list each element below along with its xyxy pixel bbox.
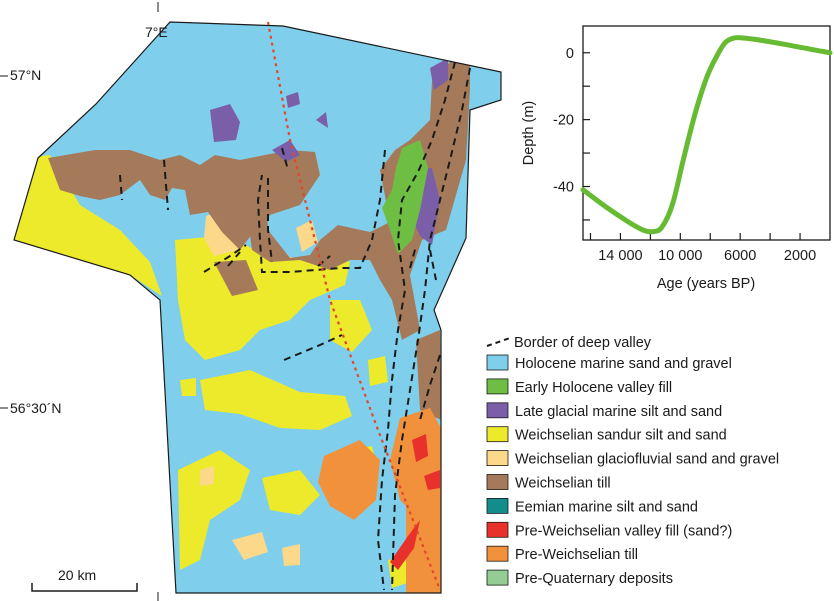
map-outline — [13, 21, 502, 594]
x-tick-label: 2000 — [784, 248, 816, 264]
legend-swatch — [486, 450, 509, 467]
legend-label: Holocene marine sand and gravel — [515, 356, 732, 372]
late-glacial-areas — [210, 58, 448, 245]
chart-ticks: 14 000 10 000 6000 2000 0 -20 -40 — [553, 46, 816, 264]
legend-swatch — [486, 497, 509, 514]
legend-label: Pre-Weichselian valley fill (sand?) — [515, 523, 732, 539]
legend-label: Pre-Quaternary deposits — [515, 571, 673, 587]
sea-level-chart: 14 000 10 000 6000 2000 0 -20 -40 Depth (m) Ag… — [521, 25, 833, 292]
geology-map: 7°E 57°N 56°30´N 20 km — [0, 2, 502, 601]
scale-bar-label: 20 km — [58, 567, 96, 583]
chart-xlabel: Age (years BP) — [657, 276, 755, 292]
legend: Border of deep valley Holocene marine sa… — [486, 335, 779, 587]
legend-label: Weichselian glaciofluvial sand and grave… — [515, 452, 779, 468]
legend-item: Holocene marine sand and gravel — [486, 354, 732, 372]
latitude-label-56-30n: 56°30´N — [10, 400, 62, 416]
legend-swatch — [486, 545, 509, 562]
legend-item: Weichselian sandur silt and sand — [486, 426, 727, 444]
y-tick-label: -40 — [553, 180, 574, 196]
early-holocene-valley-fill — [382, 140, 428, 254]
latitude-label-57n: 57°N — [10, 67, 41, 83]
legend-label: Late glacial marine silt and sand — [515, 404, 722, 420]
legend-label: Eemian marine silt and sand — [515, 499, 698, 515]
legend-label: Weichselian till — [515, 476, 611, 492]
legend-item: Weichselian glaciofluvial sand and grave… — [486, 450, 779, 468]
legend-swatch — [486, 474, 509, 490]
legend-item: Pre-Weichselian valley fill (sand?) — [486, 521, 732, 539]
legend-item: Eemian marine silt and sand — [486, 497, 698, 515]
graticule-ticks — [0, 2, 159, 601]
legend-label: Weichselian sandur silt and sand — [515, 428, 727, 444]
legend-item-valley-border: Border of deep valley — [486, 335, 652, 351]
legend-swatch — [486, 426, 509, 443]
pre-weichselian-valley-fill-areas — [390, 434, 440, 570]
legend-label: Early Holocene valley fill — [515, 380, 672, 396]
legend-swatch — [486, 521, 509, 538]
legend-item: Late glacial marine silt and sand — [486, 402, 722, 420]
scale-bar: 20 km — [31, 567, 138, 592]
valley-borders — [119, 61, 471, 591]
legend-item: Pre-Weichselian till — [486, 545, 638, 563]
x-tick-label: 6000 — [724, 248, 756, 264]
sea-level-curve — [580, 35, 833, 235]
legend-swatch — [486, 354, 509, 371]
legend-swatch — [486, 402, 509, 419]
chart-ylabel: Depth (m) — [521, 101, 537, 165]
legend-swatch — [486, 378, 509, 395]
legend-item: Weichselian till — [486, 474, 611, 492]
legend-swatch — [486, 569, 509, 586]
legend-item: Pre-Quaternary deposits — [486, 569, 673, 587]
legend-label-valley-border: Border of deep valley — [514, 335, 652, 351]
legend-item: Early Holocene valley fill — [486, 378, 672, 396]
chart-frame — [582, 25, 831, 241]
y-tick-label: -20 — [553, 113, 574, 129]
x-tick-label: 14 000 — [598, 248, 642, 264]
y-tick-label: 0 — [566, 46, 574, 62]
x-tick-label: 10 000 — [658, 248, 702, 264]
longitude-label: 7°E — [145, 24, 168, 40]
legend-label: Pre-Weichselian till — [515, 547, 638, 563]
